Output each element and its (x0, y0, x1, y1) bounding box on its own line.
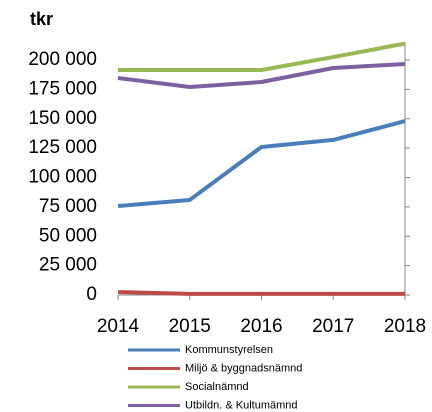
y-tick-label: 75 000 (39, 196, 97, 217)
x-tick-label: 2018 (384, 316, 426, 337)
x-tick-label: 2014 (97, 316, 140, 337)
legend-label: Socialnämnd (185, 381, 249, 393)
x-tick-label: 2016 (240, 316, 282, 337)
line (117, 290, 405, 296)
line (117, 119, 406, 209)
x-tick-label: 2017 (312, 316, 354, 337)
y-tick-label: 175 000 (28, 78, 97, 99)
legend-label: Miljö & byggnadsnämnd (185, 362, 302, 374)
y-tick-label: 200 000 (28, 49, 97, 70)
y-tick-label: 100 000 (28, 167, 97, 188)
line (117, 62, 406, 90)
y-tick-label: 0 (86, 284, 97, 305)
line (118, 42, 406, 73)
y-tick-label: 50 000 (39, 225, 97, 246)
y-tick-label: 150 000 (28, 108, 97, 129)
y-tick-label: 25 000 (39, 255, 97, 276)
chart-title: tkr (30, 9, 53, 29)
x-tick-label: 2015 (169, 316, 211, 337)
y-tick-label: 125 000 (28, 137, 97, 158)
legend-label: Kommunstyrelsen (185, 344, 273, 356)
legend-label: Utbildn. & Kultumämnd (185, 399, 298, 411)
plot-area (117, 42, 406, 296)
